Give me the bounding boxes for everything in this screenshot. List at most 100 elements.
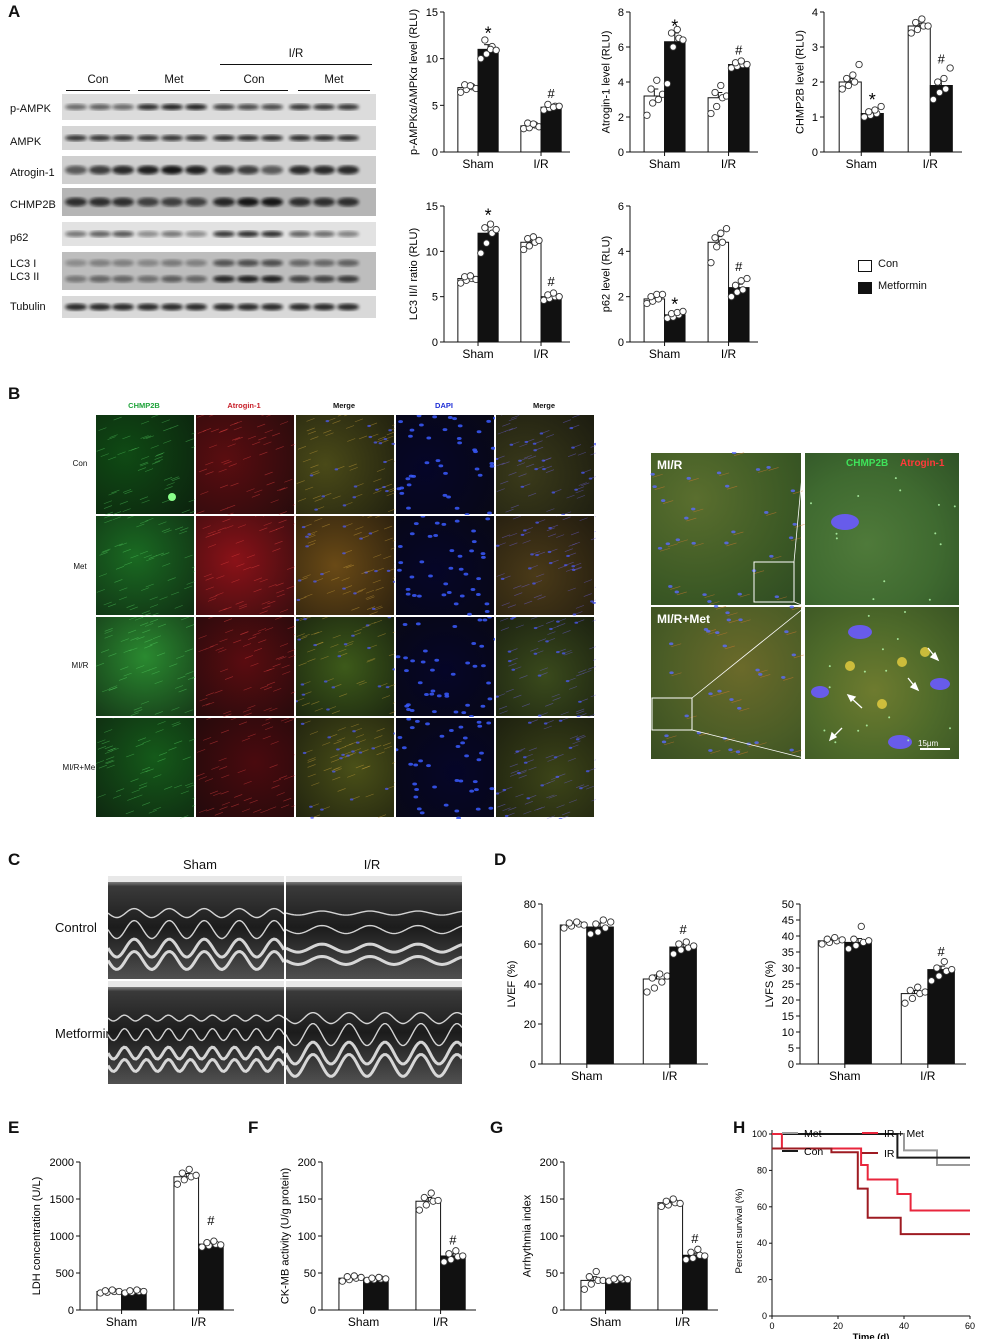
fiber <box>306 418 315 422</box>
fiber <box>756 742 767 746</box>
fiber <box>576 495 585 499</box>
fiber <box>523 454 532 459</box>
nucleus <box>477 618 483 622</box>
fiber <box>666 735 677 740</box>
nucleus <box>409 708 415 712</box>
fiber <box>366 596 375 601</box>
fiber <box>275 526 285 530</box>
fiber <box>568 799 578 804</box>
fiber <box>227 443 236 448</box>
blot-band <box>313 259 335 267</box>
puncta <box>885 669 888 672</box>
nucleus <box>495 695 499 698</box>
nucleus <box>393 748 399 752</box>
fiber <box>287 625 296 630</box>
fiber <box>282 671 291 675</box>
fiber <box>760 674 771 678</box>
nucleus <box>691 507 696 511</box>
fiber <box>496 462 505 467</box>
bar-con <box>415 1200 442 1311</box>
blot-band <box>137 259 159 267</box>
blot-band <box>89 135 111 141</box>
data-point <box>434 1196 442 1205</box>
significance-mark: # <box>207 1213 215 1228</box>
fiber <box>530 615 540 620</box>
fiber <box>275 446 284 450</box>
fiber <box>265 627 274 631</box>
nucleus <box>566 554 570 558</box>
blot-band <box>237 303 259 311</box>
fiber <box>262 735 271 740</box>
fiber <box>153 774 162 778</box>
nucleus <box>364 571 368 574</box>
nucleus <box>532 442 537 445</box>
bar-con <box>520 241 542 343</box>
fiber <box>502 807 511 812</box>
data-point <box>560 924 568 932</box>
nucleus <box>789 748 794 752</box>
fiber <box>146 557 155 562</box>
blot-band <box>261 165 283 175</box>
fiber <box>259 527 268 532</box>
fiber <box>178 530 188 535</box>
fiber <box>526 463 535 468</box>
fiber <box>283 776 293 780</box>
puncta <box>828 686 831 689</box>
blot-band <box>185 259 207 267</box>
data-point <box>382 1275 390 1283</box>
nucleus <box>355 741 360 744</box>
fiber <box>218 649 227 653</box>
significance-mark: # <box>449 1232 457 1247</box>
fiber <box>161 552 170 556</box>
blot-label: Atrogin-1 <box>10 167 55 179</box>
fiber <box>310 464 319 469</box>
fiber <box>174 740 183 745</box>
nucleus <box>781 676 786 679</box>
fiber <box>353 628 363 633</box>
nucleus <box>792 522 797 526</box>
fiber <box>163 529 172 534</box>
data-point <box>731 281 740 289</box>
fiber <box>198 648 207 653</box>
zoom-mir-detail <box>804 452 960 606</box>
nucleus <box>489 787 495 791</box>
y-tick-label: 5 <box>788 1043 794 1055</box>
fiber <box>509 763 518 768</box>
data-point <box>935 88 944 97</box>
data-point <box>673 25 681 34</box>
blot-band <box>112 303 134 311</box>
blot-band <box>213 231 235 237</box>
fiber <box>112 795 122 799</box>
blot-group-ir-met: Met <box>324 74 344 86</box>
blot-band <box>237 275 259 283</box>
fiber <box>496 488 505 492</box>
fiber <box>783 677 794 681</box>
fiber <box>196 510 205 515</box>
nucleus <box>669 671 674 675</box>
fiber <box>269 764 278 768</box>
y-tick-label: 0 <box>310 1305 316 1317</box>
fiber <box>241 808 251 813</box>
colocalization <box>920 647 930 657</box>
fiber <box>347 774 356 778</box>
fiber <box>225 525 234 529</box>
blot-band <box>261 303 283 311</box>
data-point <box>649 99 657 107</box>
blot-band <box>65 259 87 267</box>
fiber <box>710 693 721 698</box>
data-point <box>375 1273 383 1282</box>
fiber <box>144 468 154 472</box>
fiber <box>186 581 195 585</box>
data-point <box>529 120 538 128</box>
nucleus <box>486 419 492 423</box>
puncta <box>888 716 891 719</box>
nucleus <box>485 517 491 521</box>
blot-band <box>261 135 283 141</box>
nucleus <box>384 787 389 790</box>
fiber <box>133 706 142 711</box>
fiber <box>567 453 577 457</box>
nucleus <box>755 668 760 672</box>
fiber <box>228 463 237 467</box>
nucleus <box>342 552 346 555</box>
